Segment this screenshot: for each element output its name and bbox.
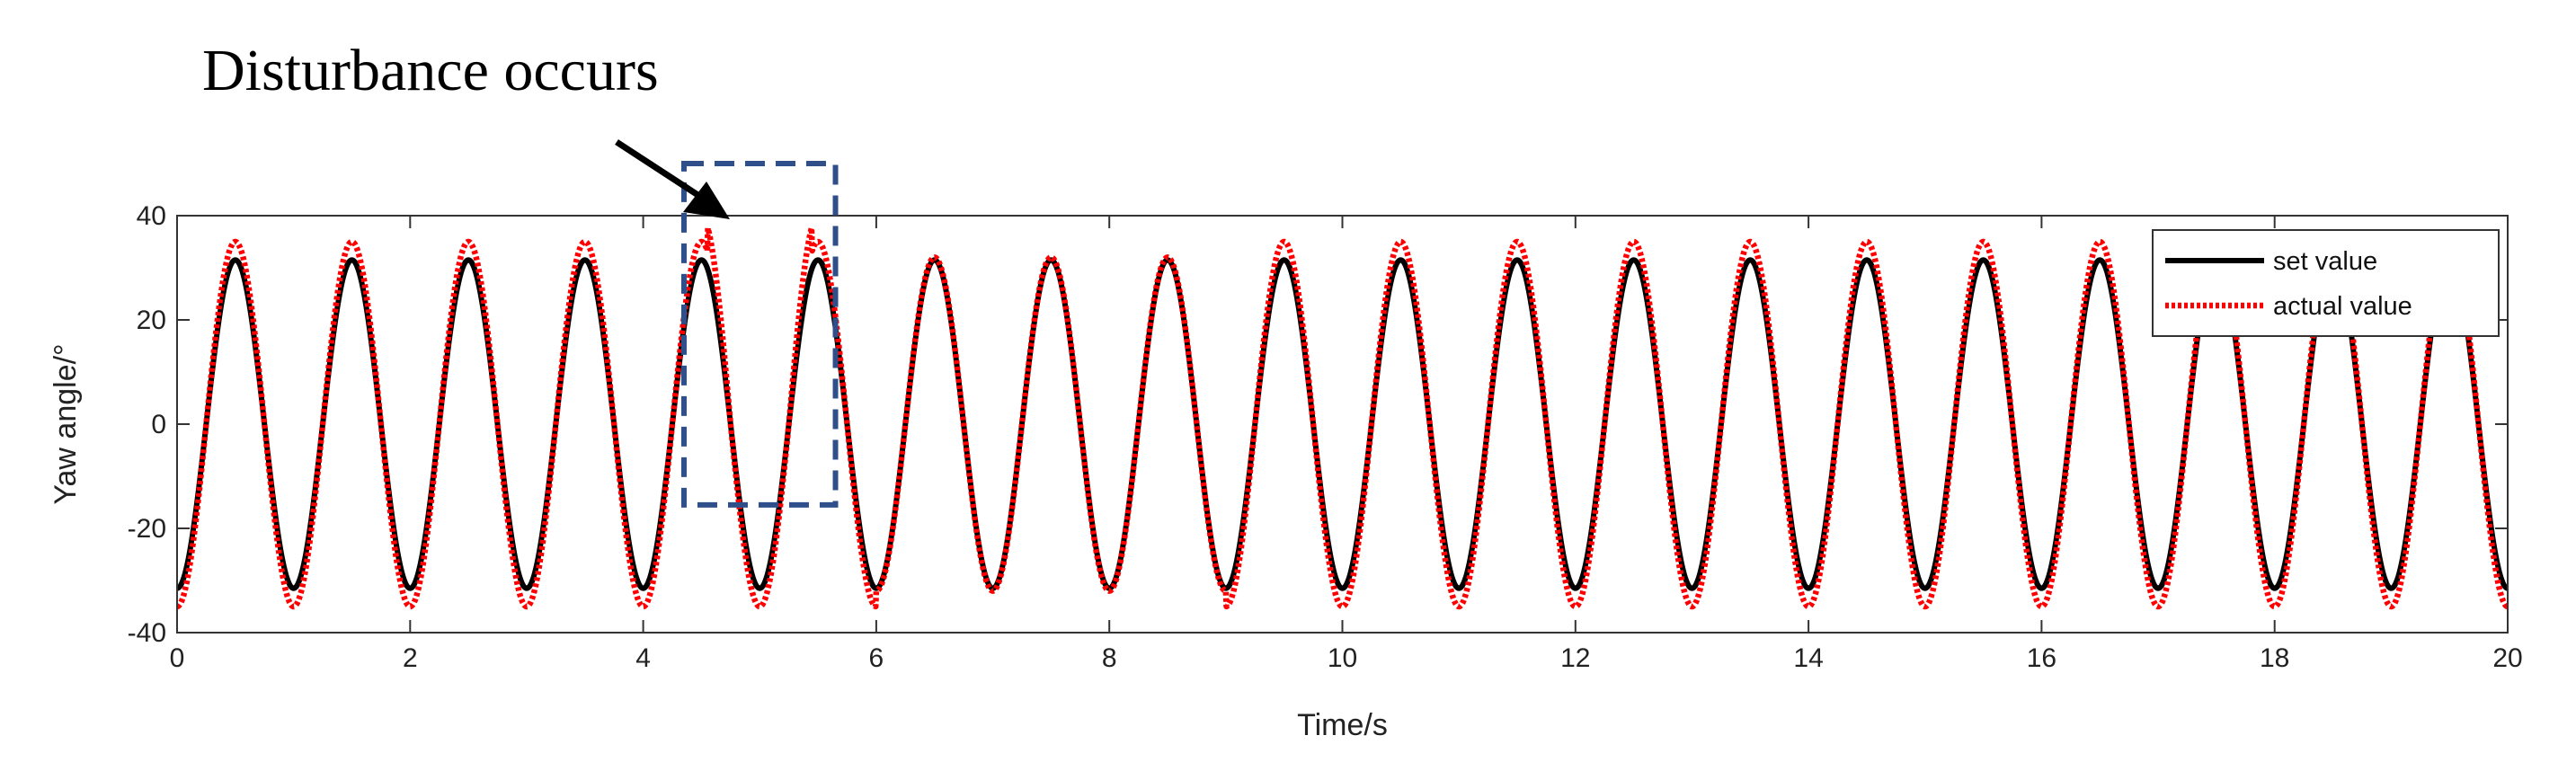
- plot-area: [177, 216, 2508, 633]
- x-axis-label: Time/s: [1297, 708, 1388, 742]
- plot-background: [177, 216, 2508, 633]
- disturbance-arrow-shaft: [615, 139, 701, 199]
- x-tick-label: 4: [635, 643, 651, 673]
- x-tick-label: 18: [2260, 643, 2289, 673]
- disturbance-arrow-head: [683, 182, 730, 219]
- annotation-layer: Disturbance occurs: [202, 38, 839, 508]
- legend-label-set-value: set value: [2273, 247, 2377, 276]
- y-tick-label: -20: [128, 514, 166, 544]
- x-tick-label: 12: [1560, 643, 1590, 673]
- x-tick-label: 6: [869, 643, 884, 673]
- x-tick-label: 10: [1328, 643, 1357, 673]
- y-axis-label: Yaw angle/°: [49, 343, 83, 504]
- series-layer: [174, 225, 2510, 610]
- disturbance-box: [680, 161, 839, 508]
- y-tick-label: 0: [151, 410, 166, 439]
- disturbance-label: Disturbance occurs: [202, 38, 659, 103]
- x-tick-label: 2: [403, 643, 418, 673]
- x-tick-label: 16: [2027, 643, 2056, 673]
- y-tick-label: -40: [128, 618, 166, 648]
- legend-label-actual-value: actual value: [2273, 292, 2412, 321]
- x-tick-label: 0: [170, 643, 185, 673]
- legend-box: [2152, 229, 2500, 337]
- y-tick-label: 20: [137, 306, 166, 335]
- x-tick-label: 8: [1102, 643, 1117, 673]
- legend: set value actual value: [2152, 229, 2500, 337]
- y-tick-label: 40: [137, 201, 166, 231]
- x-tick-label: 14: [1793, 643, 1823, 673]
- x-tick-label: 20: [2492, 643, 2522, 673]
- axes-layer: 0 2 4 6 8 10 12 14 16 18 20 -40 -20 0 20 40: [128, 201, 2523, 673]
